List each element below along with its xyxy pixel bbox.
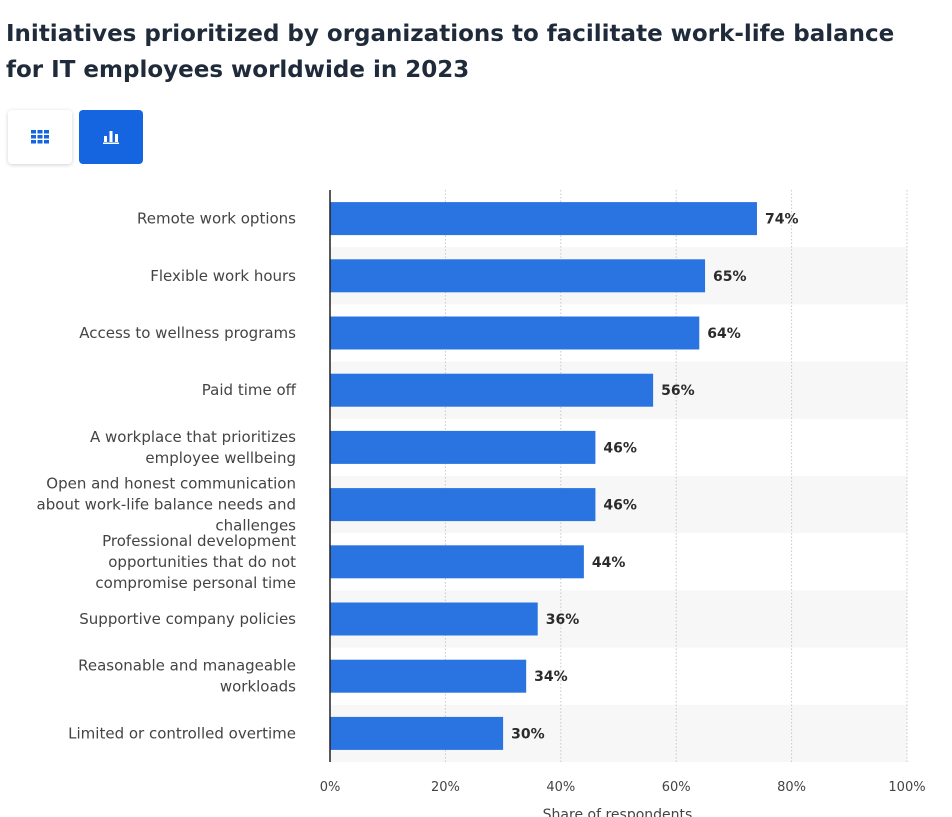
x-tick-label: 40% <box>546 780 575 795</box>
category-label: Flexible work hours <box>150 267 296 285</box>
category-label: Reasonable and manageable workloads <box>78 657 296 696</box>
category-label: Access to wellness programs <box>79 324 296 342</box>
data-label: 30% <box>511 726 545 742</box>
category-label: A workplace that prioritizes employee wel… <box>90 428 296 467</box>
data-label: 46% <box>603 498 637 514</box>
category-label-line: workloads <box>220 678 296 696</box>
data-label: 44% <box>592 555 626 571</box>
bar <box>330 716 504 750</box>
bar <box>330 316 700 350</box>
category-label-line: challenges <box>215 517 296 535</box>
data-label: 36% <box>546 612 580 628</box>
x-tick-label: 20% <box>431 780 460 795</box>
bar <box>330 602 538 636</box>
bar <box>330 373 654 407</box>
x-tick-label: 100% <box>888 780 925 795</box>
category-label-line: Flexible work hours <box>150 267 296 285</box>
data-label: 65% <box>713 269 747 285</box>
chart-view-button[interactable] <box>79 110 143 164</box>
category-label-line: employee wellbeing <box>145 449 296 467</box>
category-label-line: opportunities that do not <box>108 553 296 571</box>
data-label: 56% <box>661 383 695 399</box>
data-label: 34% <box>534 669 568 685</box>
category-label-line: Professional development <box>102 532 296 550</box>
category-label: Open and honest communication about work-… <box>37 475 297 535</box>
category-label-line: Limited or controlled overtime <box>68 724 296 742</box>
category-label: Professional development opportunities th… <box>95 532 296 592</box>
bar <box>330 545 584 579</box>
category-label-line: Supportive company policies <box>79 610 296 628</box>
category-label: Supportive company policies <box>79 610 296 628</box>
grid-table-icon <box>31 130 49 144</box>
category-label-line: compromise personal time <box>95 574 296 592</box>
category-label: Paid time off <box>202 381 297 399</box>
table-view-button[interactable] <box>8 110 72 164</box>
data-label: 46% <box>603 440 637 456</box>
category-label-line: Remote work options <box>137 210 296 228</box>
bar <box>330 259 706 293</box>
chart-title: Initiatives prioritized by organizations… <box>6 21 895 83</box>
category-label-line: Access to wellness programs <box>79 324 296 342</box>
x-axis-label: Share of respondents <box>543 807 693 817</box>
x-tick-label: 80% <box>777 780 806 795</box>
category-label-line: about work-life balance needs and <box>37 496 296 514</box>
data-label: 74% <box>765 212 799 228</box>
category-label: Limited or controlled overtime <box>68 724 296 742</box>
x-tick-label: 60% <box>662 780 691 795</box>
category-label-line: A workplace that prioritizes <box>90 428 296 446</box>
bar <box>330 202 757 236</box>
x-tick-label: 0% <box>320 780 341 795</box>
data-label: 64% <box>707 326 741 342</box>
bar-chart-icon <box>103 131 119 144</box>
bar <box>330 430 596 464</box>
category-label-line: Open and honest communication <box>46 475 296 493</box>
category-label: Remote work options <box>137 210 296 228</box>
bar <box>330 488 596 522</box>
category-label-line: Reasonable and manageable <box>78 657 296 675</box>
category-label-line: Paid time off <box>202 381 297 399</box>
bar <box>330 659 527 693</box>
